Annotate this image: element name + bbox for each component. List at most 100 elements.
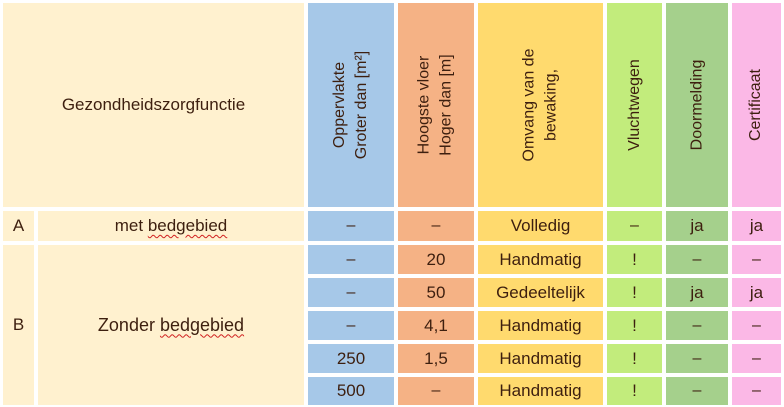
cell-value: – xyxy=(692,382,702,399)
cell-value: ! xyxy=(632,348,637,368)
table-row-cell-escape: ! xyxy=(607,245,662,274)
table-row-cell-area: – xyxy=(308,311,394,340)
table-row-cell-floor: 50 xyxy=(398,278,474,307)
cell-value: – xyxy=(431,382,441,399)
cell-value: – xyxy=(346,217,356,234)
cell-value: 250 xyxy=(336,348,366,368)
monitoring-header-line2: bewaking, xyxy=(542,68,560,142)
escape-header: Vluchtwegen xyxy=(625,59,643,151)
table-row-cell-floor: 4,1 xyxy=(398,311,474,340)
cell-value: Handmatig xyxy=(499,381,582,400)
table-row-cell-area: – xyxy=(308,278,394,307)
table-row-cell-area: 500 xyxy=(308,377,394,405)
table-row-cell-monitoring: Gedeeltelijk xyxy=(478,278,603,307)
cell-value: – xyxy=(346,283,356,301)
area-header-line1: Oppervlakte xyxy=(331,61,349,149)
table-row-cell-certificate: ja xyxy=(732,278,781,307)
cell-value: ! xyxy=(632,315,637,335)
floor-header: Hoogste vloer Hoger dan [m] xyxy=(414,54,458,155)
table-row-cell-monitoring: Volledig xyxy=(478,211,603,241)
group-b-code: B xyxy=(12,315,25,334)
table-row-cell-alarm: ja xyxy=(666,278,728,307)
cell-value: 50 xyxy=(426,282,446,302)
cell-value: Handmatig xyxy=(499,249,582,269)
cell-value: ! xyxy=(632,381,637,400)
group-b-name-prefix: Zonder xyxy=(97,314,160,335)
cell-value: ja xyxy=(749,282,764,302)
cell-value: – xyxy=(752,349,761,367)
header-certificate-cell: Certificaat xyxy=(732,3,781,207)
header-function-cell: Gezondheidszorgfunctie xyxy=(3,3,304,207)
cell-value: – xyxy=(630,217,639,234)
table-row-cell-escape: ! xyxy=(607,311,662,340)
table-row-cell-monitoring: Handmatig xyxy=(478,344,603,373)
header-alarm-cell: Doormelding xyxy=(666,3,728,207)
area-header-line2: Groter dan [m²] xyxy=(353,50,371,160)
group-a-name-word: bedgebied xyxy=(147,216,228,235)
table-row-cell-certificate: – xyxy=(732,245,781,274)
group-b-name-word: bedgebied xyxy=(159,314,245,335)
cell-value: ! xyxy=(632,282,637,302)
floor-header-line1: Hoogste vloer xyxy=(416,55,434,155)
table-row-cell-alarm: ja xyxy=(666,211,728,241)
table-row-cell-alarm: – xyxy=(666,311,728,340)
cell-value: Volledig xyxy=(510,216,571,235)
header-monitoring-cell: Omvang van de bewaking, xyxy=(478,3,603,207)
table-row-cell-escape: ! xyxy=(607,278,662,307)
table-row-cell-area: – xyxy=(308,211,394,241)
table-row-cell-monitoring: Handmatig xyxy=(478,311,603,340)
group-a-code: A xyxy=(12,216,25,235)
table-row-cell-escape: ! xyxy=(607,377,662,405)
table-row-cell-certificate: – xyxy=(732,344,781,373)
group-b-name-cell: Zonder bedgebied xyxy=(38,245,304,405)
group-a-name-prefix: met xyxy=(114,216,148,235)
cell-value: – xyxy=(752,316,761,334)
cell-value: – xyxy=(752,382,761,399)
cell-value: Gedeeltelijk xyxy=(496,282,585,302)
cell-value: – xyxy=(692,349,702,367)
table-row-cell-floor: – xyxy=(398,377,474,405)
table-row-cell-alarm: – xyxy=(666,377,728,405)
cell-value: Handmatig xyxy=(499,315,582,335)
cell-value: – xyxy=(431,217,441,234)
certificate-header: Certificaat xyxy=(747,68,765,142)
table-row-cell-certificate: – xyxy=(732,311,781,340)
monitoring-header: Omvang van de bewaking, xyxy=(518,49,562,162)
group-a-code-cell: A xyxy=(3,211,34,241)
table-row-cell-escape: – xyxy=(607,211,662,241)
table-row-cell-area: – xyxy=(308,245,394,274)
cell-value: Handmatig xyxy=(499,348,582,368)
table-row-cell-floor: 1,5 xyxy=(398,344,474,373)
area-header: Oppervlakte Groter dan [m²] xyxy=(329,51,373,159)
cell-value: ja xyxy=(690,216,704,235)
header-escape-cell: Vluchtwegen xyxy=(607,3,662,207)
cell-value: – xyxy=(752,250,761,268)
group-a-name: met bedgebied xyxy=(115,216,227,236)
table-row-cell-escape: ! xyxy=(607,344,662,373)
group-a-name-cell: met bedgebied xyxy=(38,211,304,241)
cell-value: – xyxy=(346,250,356,268)
monitoring-header-line1: Omvang van de xyxy=(520,48,538,162)
alarm-header: Doormelding xyxy=(688,59,705,151)
table-row-cell-monitoring: Handmatig xyxy=(478,245,603,274)
floor-header-line2: Hoger dan [m] xyxy=(438,54,456,156)
table-row-cell-certificate: ja xyxy=(732,211,781,241)
cell-value: – xyxy=(692,316,702,334)
table-row-cell-alarm: – xyxy=(666,245,728,274)
header-floor-cell: Hoogste vloer Hoger dan [m] xyxy=(398,3,474,207)
table-row-cell-floor: 20 xyxy=(398,245,474,274)
table-row-cell-floor: – xyxy=(398,211,474,241)
cell-value: 500 xyxy=(336,381,366,400)
function-header: Gezondheidszorgfunctie xyxy=(61,95,246,114)
cell-value: – xyxy=(692,250,702,268)
cell-value: 1,5 xyxy=(424,348,448,368)
cell-value: ! xyxy=(632,249,637,269)
cell-value: ja xyxy=(690,282,704,302)
group-b-code-cell: B xyxy=(3,245,34,405)
table-row-cell-area: 250 xyxy=(308,344,394,373)
group-b-name: Zonder bedgebied xyxy=(98,315,244,336)
cell-value: ja xyxy=(749,216,764,235)
table-row-cell-alarm: – xyxy=(666,344,728,373)
table-row-cell-monitoring: Handmatig xyxy=(478,377,603,405)
table-row-cell-certificate: – xyxy=(732,377,781,405)
